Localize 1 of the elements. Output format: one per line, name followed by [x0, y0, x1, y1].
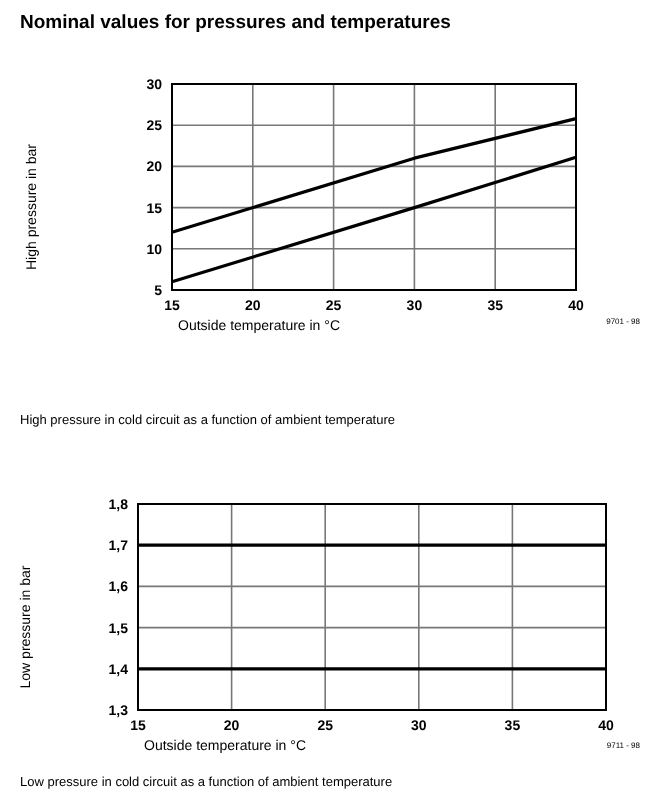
chart-title: Nominal values for pressures and temperatures — [20, 12, 451, 34]
